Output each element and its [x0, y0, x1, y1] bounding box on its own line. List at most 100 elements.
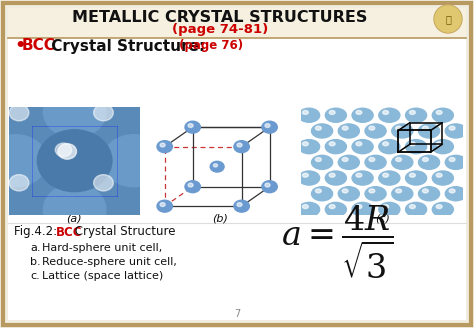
- Circle shape: [210, 161, 224, 172]
- Circle shape: [379, 108, 400, 122]
- Text: Fig.4.2:: Fig.4.2:: [14, 226, 61, 238]
- Circle shape: [365, 124, 386, 138]
- Text: Lattice (space lattice): Lattice (space lattice): [42, 271, 163, 281]
- Circle shape: [265, 183, 270, 187]
- Circle shape: [234, 200, 249, 212]
- Text: ⛪: ⛪: [445, 14, 451, 24]
- Circle shape: [406, 108, 427, 122]
- Text: BCC: BCC: [56, 226, 82, 238]
- Circle shape: [299, 202, 319, 216]
- Circle shape: [342, 126, 348, 130]
- Circle shape: [392, 187, 413, 201]
- Circle shape: [0, 159, 77, 233]
- Circle shape: [352, 140, 373, 154]
- Text: METALLIC CRYSTAL STRUCTURES: METALLIC CRYSTAL STRUCTURES: [73, 10, 368, 26]
- Circle shape: [299, 140, 319, 154]
- Circle shape: [369, 126, 375, 130]
- Circle shape: [329, 111, 335, 114]
- Circle shape: [432, 108, 453, 122]
- Circle shape: [419, 124, 439, 138]
- Circle shape: [342, 189, 348, 193]
- Circle shape: [262, 181, 277, 193]
- Circle shape: [0, 89, 77, 163]
- Circle shape: [406, 202, 427, 216]
- Circle shape: [72, 89, 162, 163]
- Circle shape: [406, 140, 427, 154]
- Circle shape: [94, 174, 113, 191]
- Circle shape: [9, 105, 29, 121]
- Circle shape: [352, 108, 373, 122]
- Circle shape: [410, 205, 415, 209]
- Circle shape: [185, 121, 201, 133]
- Circle shape: [342, 157, 348, 161]
- Circle shape: [338, 124, 359, 138]
- Circle shape: [302, 142, 309, 146]
- Text: b.: b.: [30, 257, 41, 267]
- Circle shape: [445, 124, 466, 138]
- Circle shape: [311, 124, 333, 138]
- Circle shape: [410, 142, 415, 146]
- Circle shape: [302, 205, 309, 209]
- Circle shape: [315, 126, 321, 130]
- Circle shape: [262, 121, 277, 133]
- Circle shape: [356, 142, 362, 146]
- Circle shape: [352, 202, 373, 216]
- Circle shape: [338, 155, 359, 169]
- Circle shape: [365, 187, 386, 201]
- Circle shape: [445, 155, 466, 169]
- Circle shape: [338, 187, 359, 201]
- Circle shape: [379, 202, 400, 216]
- Circle shape: [237, 143, 242, 147]
- Circle shape: [311, 155, 333, 169]
- Circle shape: [406, 171, 427, 185]
- Circle shape: [325, 171, 346, 185]
- Circle shape: [315, 189, 321, 193]
- Circle shape: [383, 173, 389, 177]
- Circle shape: [329, 205, 335, 209]
- Circle shape: [325, 108, 346, 122]
- Text: (page 74-81): (page 74-81): [172, 24, 268, 36]
- Text: BCC: BCC: [22, 38, 56, 53]
- Circle shape: [356, 173, 362, 177]
- Text: Crystal Structure:: Crystal Structure:: [46, 38, 205, 53]
- Circle shape: [237, 203, 242, 207]
- Circle shape: [157, 141, 173, 153]
- Circle shape: [94, 105, 113, 121]
- Circle shape: [449, 157, 455, 161]
- Circle shape: [365, 155, 386, 169]
- Circle shape: [311, 187, 333, 201]
- Circle shape: [436, 142, 442, 146]
- Circle shape: [383, 205, 389, 209]
- Circle shape: [9, 174, 29, 191]
- Circle shape: [157, 200, 173, 212]
- Text: •: •: [14, 37, 26, 55]
- Circle shape: [302, 111, 309, 114]
- Circle shape: [102, 135, 165, 187]
- Circle shape: [436, 111, 442, 114]
- Circle shape: [352, 171, 373, 185]
- Circle shape: [302, 173, 309, 177]
- Circle shape: [396, 189, 401, 193]
- Circle shape: [383, 111, 389, 114]
- Circle shape: [445, 187, 466, 201]
- Circle shape: [369, 189, 375, 193]
- Circle shape: [188, 124, 193, 128]
- Circle shape: [188, 183, 193, 187]
- Circle shape: [379, 140, 400, 154]
- Circle shape: [299, 171, 319, 185]
- Circle shape: [299, 108, 319, 122]
- Circle shape: [72, 159, 162, 233]
- Circle shape: [435, 6, 461, 32]
- Circle shape: [369, 157, 375, 161]
- Text: (c): (c): [375, 213, 391, 223]
- Circle shape: [55, 143, 72, 157]
- Circle shape: [265, 124, 270, 128]
- Text: Reduce-sphere unit cell,: Reduce-sphere unit cell,: [42, 257, 177, 267]
- Circle shape: [449, 189, 455, 193]
- Text: (page 76): (page 76): [175, 39, 243, 52]
- Circle shape: [379, 171, 400, 185]
- Circle shape: [410, 111, 415, 114]
- Circle shape: [419, 187, 439, 201]
- Text: $a = \dfrac{4R}{\sqrt{3}}$: $a = \dfrac{4R}{\sqrt{3}}$: [281, 203, 393, 281]
- Circle shape: [383, 142, 389, 146]
